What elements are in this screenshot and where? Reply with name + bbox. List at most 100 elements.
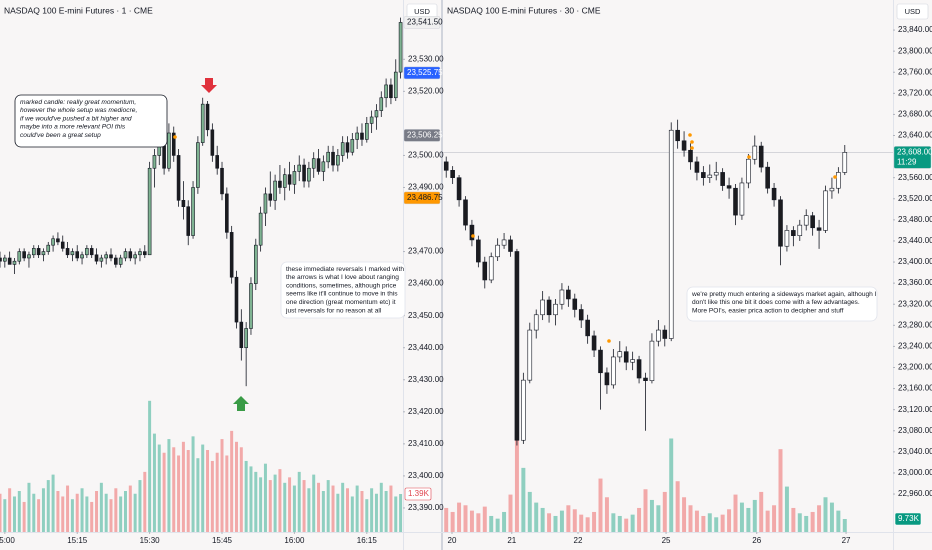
volume-bar (181, 441, 185, 532)
volume-bar (598, 478, 603, 532)
annotation-line: one direction (great momentum etc) it (286, 299, 396, 306)
candle-body (297, 164, 302, 172)
candle-body (514, 251, 520, 441)
candle-body (681, 140, 687, 151)
candle-body (336, 155, 340, 166)
y-tick-label: 23,000.00 (898, 468, 932, 477)
volume-bar (817, 505, 822, 532)
x-tick-label: 15:00 (0, 536, 15, 545)
volume-bar (162, 452, 166, 532)
volume-bar (444, 507, 449, 532)
candle-body (200, 103, 205, 143)
volume-bar (694, 510, 699, 532)
volume-bar (836, 510, 841, 532)
candle-body (118, 257, 123, 265)
volume-bar (746, 507, 751, 532)
candle-body (215, 155, 219, 169)
plot (0, 17, 893, 532)
volume-bar (268, 480, 272, 532)
y-tick-label: 23,120.00 (898, 405, 932, 414)
volume-bar (46, 480, 50, 532)
volume-bar (508, 494, 513, 532)
candle-body (191, 187, 195, 236)
volume-bar (32, 493, 36, 532)
volume-bar (355, 485, 359, 532)
volume-bar (292, 485, 296, 532)
candle-body (46, 244, 51, 252)
candle-body (70, 251, 75, 256)
candle-body (345, 142, 350, 153)
volume-bar (167, 439, 171, 532)
volume-label: 1.39K (408, 489, 430, 498)
volume-bar (527, 491, 532, 532)
y-tick-label: 23,040.00 (898, 447, 932, 456)
volume-bar (119, 496, 123, 532)
countdown: 11:29 (897, 157, 917, 166)
candle-body (469, 224, 475, 241)
volume-bar (733, 494, 738, 532)
candle-body (623, 351, 629, 363)
candle-body (771, 187, 777, 201)
volume-bar (133, 493, 137, 532)
volume-bar (244, 460, 248, 532)
candle-body (239, 321, 244, 349)
volume-bar (370, 488, 374, 532)
candle-body (501, 239, 507, 246)
candle-body (268, 193, 273, 201)
marker (471, 234, 475, 238)
volume-bar (350, 496, 354, 532)
volume-bar (384, 491, 388, 532)
volume-bar (727, 509, 732, 532)
volume-bar (317, 482, 321, 532)
candle-body (340, 142, 345, 156)
volume-bar (778, 449, 783, 532)
volume-bar (346, 488, 349, 532)
candle-body (662, 329, 668, 339)
volume-bar (553, 515, 558, 532)
volume-bar (177, 455, 181, 532)
candle-body (225, 193, 229, 233)
volume-bar (374, 493, 378, 532)
price-label-box (893, 146, 932, 169)
candle-body (758, 145, 764, 168)
candle-body (258, 212, 263, 246)
price-label: 23,506.25 (407, 131, 443, 140)
candle-body (3, 257, 7, 262)
candle-body (220, 167, 224, 195)
volume-bar (559, 510, 564, 532)
candle-body (89, 248, 94, 256)
candle-body (816, 227, 822, 231)
candle-body (713, 172, 719, 176)
candle-body (611, 356, 616, 386)
candle-body (234, 276, 239, 323)
volume-bar (312, 474, 316, 532)
candle-body (463, 199, 468, 226)
volume-bar (389, 485, 393, 532)
y-tick-label: 23,530.00 (408, 54, 444, 63)
candle-body (142, 251, 147, 256)
candle-body (138, 251, 142, 256)
volume-bar (720, 514, 725, 532)
annotation-box (280, 261, 406, 319)
volume-bar (8, 488, 12, 532)
chart-title: NASDAQ 100 E-mini Futures · 30 · CME (447, 5, 601, 15)
price-label: 23,486.75 (407, 193, 443, 202)
y-tick-label: 23,410.00 (408, 439, 444, 448)
volume-bar (75, 493, 79, 532)
volume-bar (457, 502, 462, 532)
candle-body (398, 22, 403, 73)
volume-bar (469, 510, 474, 532)
candle-body (326, 151, 330, 163)
volume-bar (701, 515, 706, 532)
candle-body (263, 193, 268, 214)
candle-body (244, 328, 248, 349)
x-tick-label: 27 (842, 536, 851, 545)
volume-bar (765, 510, 770, 532)
candle-body (823, 190, 828, 231)
candle-body (572, 298, 578, 310)
marker (688, 133, 692, 137)
volume-bar (579, 514, 584, 532)
volume-bar (220, 439, 224, 532)
volume-bar (321, 491, 325, 532)
